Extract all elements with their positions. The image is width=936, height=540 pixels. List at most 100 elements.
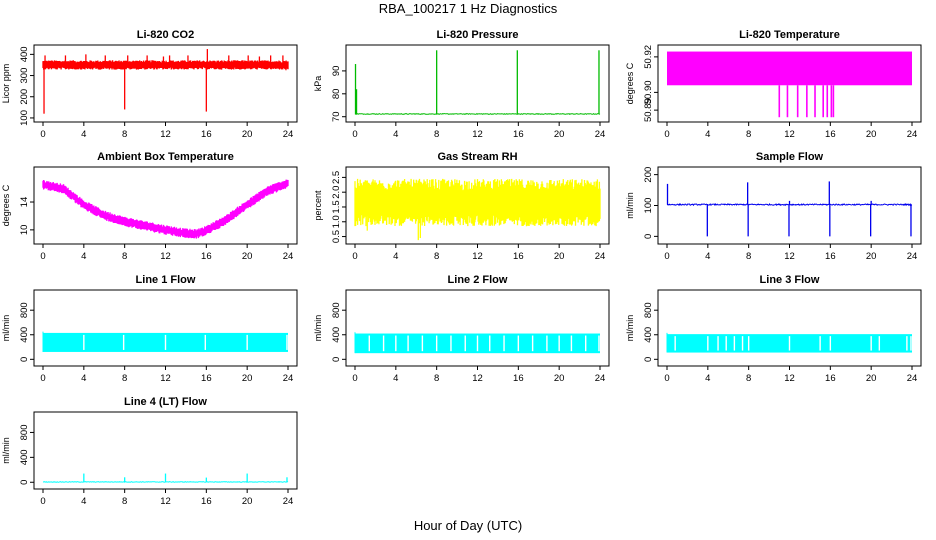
x-tick-label: 8 [122,129,127,140]
x-tick-label: 20 [554,251,565,262]
panel-title: Li-820 Temperature [739,29,840,41]
y-axis-label: degrees C [625,62,635,104]
y-tick-label: 400 [19,327,30,343]
x-tick-label: 24 [907,251,918,262]
y-axis-label: ml/min [625,315,635,342]
x-tick-label: 8 [122,373,127,384]
plot-frame [33,44,298,123]
x-tick-label: 0 [40,496,45,507]
x-tick-label: 12 [160,496,171,507]
x-tick-label: 12 [160,251,171,262]
x-tick-label: 0 [664,373,669,384]
x-tick-label: 8 [122,496,127,507]
y-tick-label: 0 [19,480,30,485]
x-tick-label: 24 [907,373,918,384]
y-tick-label: 800 [331,302,342,318]
series-trace [42,481,289,483]
y-tick-label: 50.92 [643,45,654,69]
y-tick-label: 10 [19,225,30,236]
x-tick-label: 0 [40,373,45,384]
x-tick-label: 20 [242,129,253,140]
x-tick-label: 12 [472,129,483,140]
x-tick-label: 8 [434,129,439,140]
x-tick-label: 0 [352,251,357,262]
x-tick-label: 12 [784,251,795,262]
temperature-band [667,51,912,86]
y-axis-label: kPa [313,76,323,92]
x-tick-label: 8 [434,251,439,262]
panel-title: Line 4 (LT) Flow [124,396,207,408]
x-tick-label: 12 [784,129,795,140]
y-tick-label: 1.0 [331,215,342,228]
y-tick-label: 200 [643,167,654,183]
x-tick-label: 24 [595,129,606,140]
y-tick-label: 400 [643,327,654,343]
x-tick-label: 20 [866,129,877,140]
panel-title: Li-820 CO2 [137,29,194,41]
x-tick-label: 4 [393,129,398,140]
y-tick-label: 200 [19,89,30,105]
y-tick-label: 100 [643,198,654,214]
y-axis-label: ml/min [1,315,11,342]
panel-title: Gas Stream RH [437,151,517,163]
x-tick-label: 0 [664,251,669,262]
plot-frame [33,289,298,367]
x-tick-label: 0 [40,251,45,262]
x-tick-label: 24 [907,129,918,140]
x-tick-label: 0 [352,129,357,140]
x-tick-label: 8 [434,373,439,384]
y-tick-label: 0 [643,357,654,362]
y-tick-label: 0 [19,357,30,362]
series-trace [354,112,601,115]
x-tick-label: 16 [201,251,212,262]
x-tick-label: 4 [81,129,86,140]
panel-title: Li-820 Pressure [437,29,519,41]
y-tick-label: 90 [331,66,342,77]
x-tick-label: 0 [352,373,357,384]
y-tick-label: 400 [331,327,342,343]
panel-title: Ambient Box Temperature [97,151,234,163]
plot-frame [345,44,610,123]
x-tick-label: 20 [866,251,877,262]
y-tick-label: 100 [19,110,30,126]
x-tick-label: 24 [283,496,294,507]
y-tick-label: 0 [643,234,654,239]
x-tick-label: 8 [746,373,751,384]
x-tick-label: 8 [122,251,127,262]
series-trace [354,178,601,227]
x-tick-label: 8 [746,251,751,262]
panel-title: Line 2 Flow [448,274,508,286]
y-tick-label: 800 [643,302,654,318]
x-tick-label: 12 [472,251,483,262]
y-tick-label: 400 [19,46,30,62]
y-axis-label: ml/min [313,315,323,342]
y-tick-label: 50.90 [643,80,654,104]
x-tick-label: 20 [242,373,253,384]
x-tick-label: 20 [554,373,565,384]
y-axis-label: Licor ppm [1,64,11,104]
y-tick-label: 300 [19,68,30,84]
x-tick-label: 16 [513,373,524,384]
x-tick-label: 4 [393,251,398,262]
y-tick-label: 14 [19,197,30,208]
x-tick-label: 16 [513,129,524,140]
x-tick-label: 24 [283,251,294,262]
x-tick-label: 12 [472,373,483,384]
y-tick-label: 50.89 [643,98,654,122]
series-trace [42,60,289,70]
page-title: RBA_100217 1 Hz Diagnostics [378,1,558,16]
y-tick-label: 2.0 [331,186,342,199]
y-axis-label: ml/min [1,437,11,464]
x-tick-label: 4 [705,129,710,140]
x-axis-label: Hour of Day (UTC) [413,518,523,533]
x-tick-label: 4 [705,373,710,384]
x-tick-label: 4 [81,496,86,507]
y-axis-label: degrees C [1,184,11,226]
y-tick-label: 2.5 [331,171,342,184]
x-tick-label: 24 [595,251,606,262]
series-trace [42,179,289,239]
panel-title: Line 1 Flow [136,274,196,286]
x-tick-label: 24 [595,373,606,384]
x-tick-label: 16 [201,373,212,384]
